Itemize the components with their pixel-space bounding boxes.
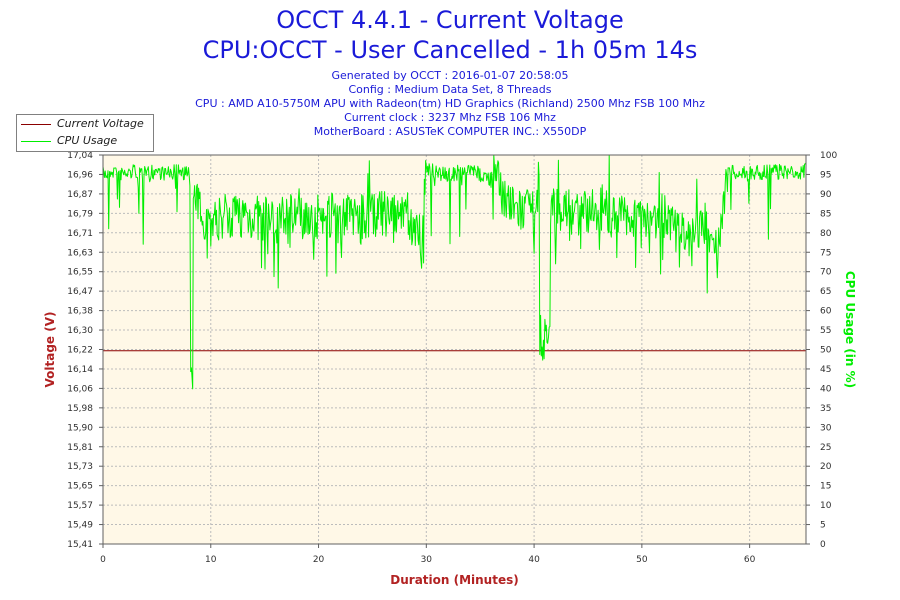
legend-item-voltage: Current Voltage [17,116,153,132]
tick-label-x: 60 [744,555,756,565]
tick-label-left: 16,55 [67,268,93,278]
tick-label-left: 15,98 [67,404,93,414]
tick-label-left: 16,63 [67,248,93,258]
tick-label-right: 95 [820,170,831,180]
tick-label-right: 25 [820,443,831,453]
legend-swatch-cpu [21,141,51,142]
tick-label-x: 30 [421,555,433,565]
info-cpu: CPU : AMD A10-5750M APU with Radeon(tm) … [195,97,705,110]
tick-label-right: 20 [820,462,832,472]
tick-label-left: 15,41 [67,540,93,550]
right-axis-ticks: 0 5 10 15 20 25 30 35 40 45 50 55 60 65 70 75 80 85 90 95 10… [806,151,837,550]
tick-label-left: 16,79 [67,209,93,219]
tick-label-left: 16,71 [67,229,93,239]
tick-label-left: 17,04 [67,151,93,161]
plot-border [102,154,807,545]
info-generated: Generated by OCCT : 2016-01-07 20:58:05 [331,69,569,82]
tick-label-right: 40 [820,384,832,394]
left-axis-ticks: 15,41 15,49 15,57 15,65 15,73 15,81 15,90 15,98… [67,151,103,550]
chart-title: OCCT 4.4.1 - Current Voltage [276,6,624,34]
y-axis-label-left: Voltage (V) [43,312,57,388]
series-group [102,154,807,390]
legend-item-cpu: CPU Usage [17,133,153,149]
tick-label-right: 5 [820,521,826,531]
tick-label-left: 16,06 [67,384,93,394]
tick-label-left: 15,65 [67,482,93,492]
tick-label-x: 0 [100,555,106,565]
tick-label-right: 60 [820,307,832,317]
series-line-cpu [102,154,807,390]
tick-label-right: 85 [820,209,831,219]
tick-label-right: 0 [820,540,826,550]
tick-label-right: 30 [820,423,832,433]
legend-swatch-voltage [21,124,51,125]
tick-label-left: 15,81 [67,443,93,453]
tick-label-right: 70 [820,268,832,278]
tick-label-right: 35 [820,404,831,414]
tick-label-left: 15,73 [67,462,93,472]
tick-label-left: 15,49 [67,521,93,531]
tick-label-x: 50 [636,555,648,565]
tick-label-left: 16,30 [67,326,93,336]
tick-label-left: 16,87 [67,190,93,200]
info-config: Config : Medium Data Set, 8 Threads [348,83,552,96]
tick-label-x: 20 [313,555,325,565]
tick-label-right: 50 [820,346,832,356]
tick-label-left: 16,96 [67,170,93,180]
x-axis-label: Duration (Minutes) [390,573,518,587]
x-axis-ticks: 0 10 20 30 40 50 60 [100,544,756,565]
tick-label-left: 16,14 [67,365,93,375]
tick-label-x: 10 [205,555,217,565]
tick-label-left: 16,38 [67,307,93,317]
tick-label-right: 55 [820,326,831,336]
info-clock: Current clock : 3237 Mhz FSB 106 Mhz [344,111,556,124]
tick-label-right: 75 [820,248,831,258]
legend-label-cpu: CPU Usage [57,134,118,147]
tick-label-left: 16,22 [67,346,93,356]
tick-label-left: 16,47 [67,287,93,297]
tick-label-right: 80 [820,229,832,239]
tick-label-left: 15,90 [67,423,93,433]
info-motherboard: MotherBoard : ASUSTeK COMPUTER INC.: X55… [313,125,587,138]
tick-label-right: 45 [820,365,831,375]
tick-label-x: 40 [528,555,540,565]
y-axis-label-right: CPU Usage (in %) [843,271,857,388]
tick-label-right: 65 [820,287,831,297]
legend-label-voltage: Current Voltage [57,117,144,130]
tick-label-right: 15 [820,482,831,492]
chart-subtitle: CPU:OCCT - User Cancelled - 1h 05m 14s [202,36,698,64]
tick-label-right: 10 [820,501,832,511]
tick-label-right: 90 [820,190,832,200]
legend: Current Voltage CPU Usage [16,114,154,152]
tick-label-right: 100 [820,151,837,161]
tick-label-left: 15,57 [67,501,93,511]
